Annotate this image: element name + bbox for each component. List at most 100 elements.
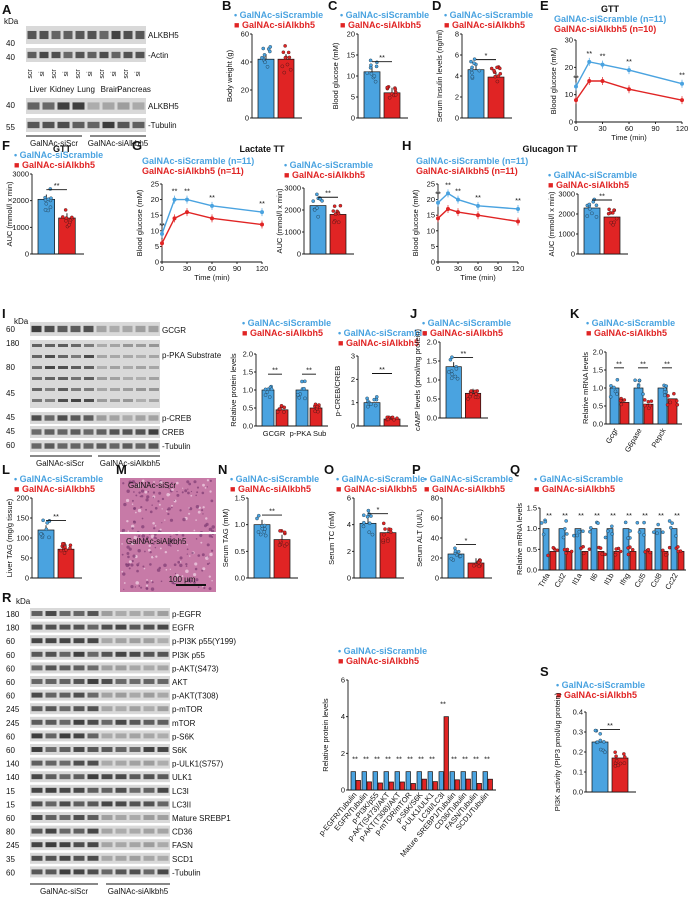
significance-mark: **: [396, 754, 402, 763]
pka-substrate-band: [149, 366, 159, 369]
blot-row-band: [143, 651, 155, 657]
data-point: [331, 209, 336, 213]
y-axis-label: Relative mRNA levels: [581, 352, 590, 424]
p-creb-blot-band: [109, 415, 120, 421]
he-stain-texture: [187, 488, 189, 490]
data-point: [622, 761, 627, 765]
data-point: [563, 527, 567, 531]
data-point: [581, 551, 586, 556]
band-label: ALKBH5: [148, 102, 179, 111]
y-tick-label: 3000: [284, 184, 301, 193]
blot-row-band: [45, 855, 57, 861]
mw-label: 60: [6, 678, 15, 687]
bar: [476, 783, 482, 791]
legend-scramble: • GalNAc-siScramble: [234, 10, 323, 20]
he-stain-texture: [128, 480, 133, 485]
y-tick-label: 15: [347, 51, 355, 60]
he-stain-texture: [197, 554, 201, 557]
chart-title: GTT: [601, 4, 619, 14]
he-stain-texture: [185, 569, 189, 573]
bar: [603, 216, 621, 255]
panel-label: H: [402, 138, 411, 153]
pka-substrate-band: [110, 366, 120, 369]
blot-row-band: [129, 719, 141, 725]
blot-row-band: [31, 651, 43, 657]
alkbh5-tissue-blot-band: [27, 30, 37, 40]
he-stain-texture: [125, 563, 130, 568]
blot-row-band: [101, 815, 113, 820]
significance-mark: **: [642, 511, 648, 520]
data-point: [572, 533, 576, 538]
band-label: EGFR: [172, 624, 194, 633]
data-point: [561, 535, 566, 540]
blot-row-band: [73, 692, 85, 698]
y-axis-label: PI3K activity (PIP3 pmol/ug protein): [553, 692, 562, 811]
data-point: [302, 386, 306, 391]
alkbh5-tissue-blot-band: [63, 30, 73, 40]
blot-row-band: [87, 651, 99, 657]
band-label: LC3II: [172, 800, 191, 809]
he-stain-texture: [152, 491, 156, 494]
data-point: [278, 407, 282, 411]
panel-label: Q: [510, 462, 520, 477]
gcgr-blot-band: [83, 325, 94, 333]
bar: [383, 771, 389, 791]
p-creb-blot-band: [83, 415, 94, 421]
band-label: PI3K p55: [172, 651, 205, 660]
blot-row-band: [59, 787, 71, 793]
data-point: [262, 53, 267, 57]
he-stain-texture: [141, 525, 145, 529]
group-label: GalNAc-siAlkbh5: [108, 887, 169, 896]
image-label-bottom: GalNAc-siAlkbh5: [126, 537, 187, 546]
data-point: [455, 376, 460, 381]
p-creb-blot-membrane: [30, 412, 160, 424]
band-label: p-S6K: [172, 732, 195, 741]
pka-substrate-band: [149, 399, 159, 402]
data-point: [618, 549, 623, 554]
y-tick-label: 0.5: [427, 395, 437, 404]
panel-label: C: [328, 0, 338, 13]
he-stain-texture: [158, 491, 162, 495]
he-stain-texture: [130, 563, 134, 567]
panel-label: A: [2, 2, 12, 17]
significance-mark: **: [159, 221, 165, 230]
bar: [379, 532, 397, 579]
data-point: [598, 546, 603, 550]
legend-scramble: GalNAc-siScramble (n=11): [554, 14, 666, 24]
legend-scramble: • GalNAc-siScramble: [548, 170, 637, 180]
blot-row-membrane: [30, 839, 170, 851]
legend-scramble: • GalNAc-siScramble: [336, 474, 425, 484]
significance-mark: **: [473, 754, 479, 763]
blot-row-band: [59, 760, 71, 766]
he-stain-texture: [131, 524, 135, 528]
significance-mark: **: [172, 187, 178, 196]
x-tick-label: 0: [436, 264, 440, 273]
data-point: [577, 529, 581, 534]
significance-mark: **: [451, 754, 457, 763]
data-point: [456, 549, 461, 554]
data-point: [641, 392, 645, 396]
pka-substrate-band: [32, 355, 42, 358]
data-point: [263, 393, 268, 397]
bar: [590, 528, 598, 571]
data-point: [626, 546, 630, 550]
x-tick-label: 0: [160, 264, 164, 273]
y-tick-label: 0: [25, 574, 29, 583]
data-point: [315, 404, 320, 409]
data-point: [278, 538, 283, 543]
significance-mark: **: [363, 754, 369, 763]
x-tick-label: 60: [474, 264, 482, 273]
he-stain-texture: [202, 585, 204, 588]
he-stain-texture: [186, 548, 189, 551]
significance-mark: *: [485, 51, 488, 60]
he-stain-texture: [121, 570, 123, 573]
panel-j: J • GalNAc-siScramble■ GalNAc-siAlkbh5 0.0…: [410, 306, 511, 431]
he-stain-texture: [142, 538, 146, 542]
band-label: -Tubulin: [162, 442, 191, 451]
bar: [613, 551, 621, 571]
data-point: [477, 564, 481, 569]
blot-row-membrane: [30, 662, 170, 674]
significance-mark: **: [460, 349, 466, 358]
p-creb-blot-band: [135, 415, 146, 421]
y-tick-label: 1: [351, 398, 355, 407]
